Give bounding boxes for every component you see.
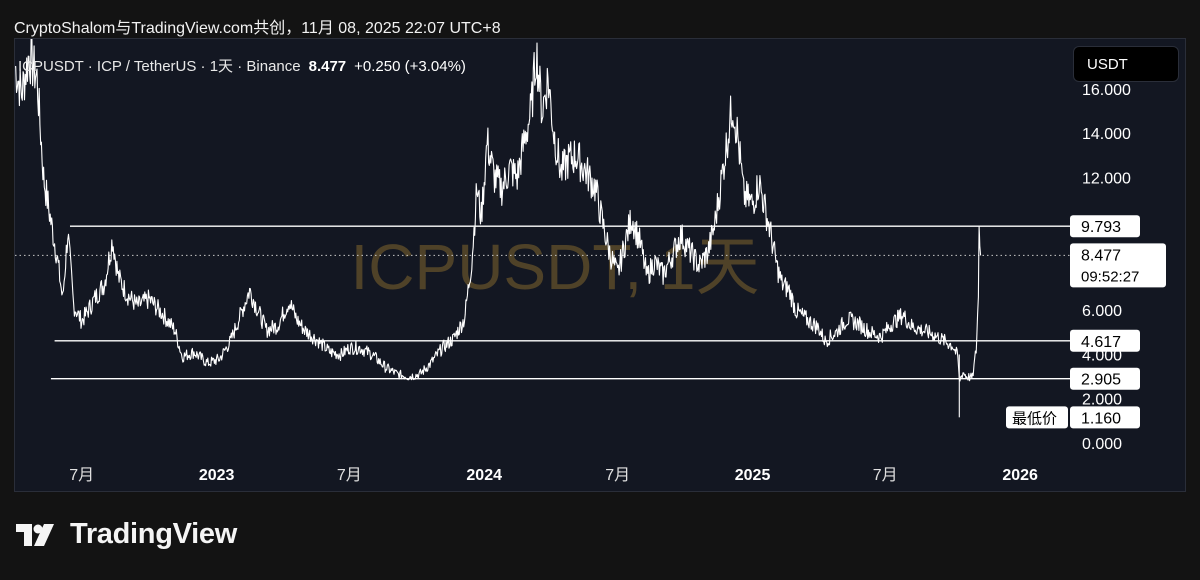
current-price-label[interactable]: 8.477 09:52:27 (1070, 243, 1166, 288)
price-chart[interactable]: ICPUSDT, 1天 0.0002.0004.0006.00012.00014… (15, 39, 1186, 492)
current-price-box (1070, 243, 1166, 288)
x-tick-label-6: 7月 (873, 467, 898, 484)
level-price-label-0[interactable]: 9.793 (1070, 215, 1140, 238)
tradingview-footer-logo: TradingView (16, 518, 237, 551)
level-price-label-2[interactable]: 2.905 (1070, 367, 1140, 390)
level-price-label-0-box (1070, 215, 1140, 238)
lowest-price-label-text: 1.160 (1081, 410, 1121, 427)
y-tick-label-0: 0.000 (1082, 436, 1122, 453)
x-tick-label-4: 7月 (605, 467, 630, 484)
tradingview-wordmark: TradingView (70, 518, 237, 550)
x-tick-label-1: 2023 (199, 467, 235, 484)
countdown-text: 09:52:27 (1081, 268, 1139, 285)
level-price-label-1[interactable]: 4.617 (1070, 329, 1140, 352)
price-change: +0.250 (+3.04%) (354, 58, 466, 75)
lowest-tag-text: 最低价 (1012, 409, 1057, 427)
symbol-info-bar[interactable]: ICPUSDT · ICP / TetherUS · 1天 · Binance 8… (18, 55, 466, 76)
x-tick-label-3: 2024 (466, 467, 502, 484)
tradingview-logo-icon (16, 523, 54, 546)
lowest-price-label[interactable]: 1.160 (1070, 406, 1140, 429)
currency-unit-badge[interactable]: USDT (1073, 46, 1179, 82)
level-price-label-1-box (1070, 329, 1140, 352)
x-tick-label-7: 2026 (1002, 467, 1038, 484)
last-price: 8.477 (308, 58, 347, 75)
level-price-label-2-box (1070, 367, 1140, 390)
current-price-text: 8.477 (1081, 247, 1121, 264)
y-tick-label-5: 14.000 (1082, 126, 1131, 143)
x-tick-label-2: 7月 (337, 467, 362, 484)
chart-watermark: ICPUSDT, 1天 (351, 231, 760, 303)
lowest-price-label-box (1070, 406, 1140, 429)
level-price-label-0-text: 9.793 (1081, 219, 1121, 236)
lowest-tag-box (1006, 406, 1068, 429)
chart-panel[interactable]: ICPUSDT, 1天 0.000 2.000 4.000 6.000 12.000 14… (14, 38, 1186, 492)
symbol-description: ICPUSDT · ICP / TetherUS · 1天 · Binance (18, 58, 301, 75)
level-price-label-1-text: 4.617 (1081, 334, 1121, 351)
chart-caption: CryptoShalom与TradingView.com共创，11月 08, 2… (14, 20, 501, 37)
y-tick-label-1: 2.000 (1082, 392, 1122, 409)
x-tick-label-0: 7月 (69, 467, 94, 484)
level-price-label-2-text: 2.905 (1081, 372, 1121, 389)
price-line-series[interactable] (15, 39, 982, 382)
y-tick-label-6: 16.000 (1082, 82, 1131, 99)
x-tick-label-5: 2025 (735, 467, 771, 484)
y-tick-label-4: 12.000 (1082, 170, 1131, 187)
lowest-price-tag: 最低价 (1006, 406, 1068, 429)
y-tick-label-3: 6.000 (1082, 303, 1122, 320)
